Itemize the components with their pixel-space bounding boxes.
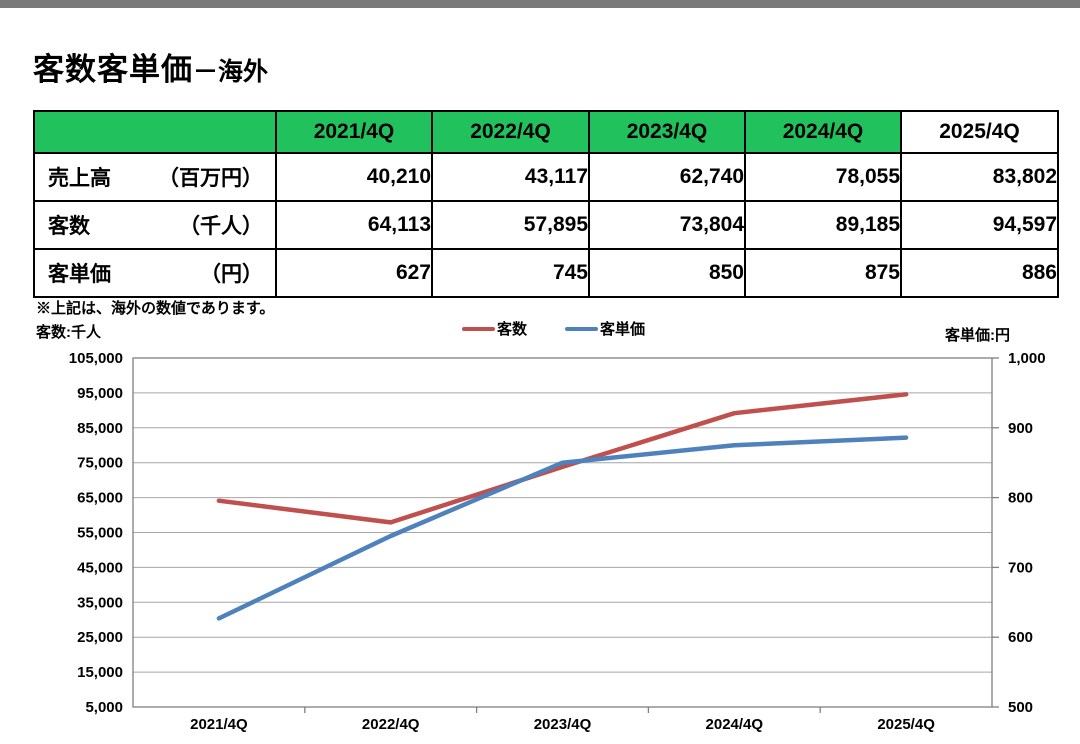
table-row-sales: 売上高 （百万円） 40,210 43,117 62,740 78,055 83… <box>33 152 1059 202</box>
right-axis-title: 客単価:円 <box>945 327 1010 344</box>
table-cell: 627 <box>275 248 433 298</box>
table-cell: 64,113 <box>275 200 433 250</box>
data-table: 2021/4Q 2022/4Q 2023/4Q 2024/4Q 2025/4Q … <box>33 110 1059 298</box>
left-axis-tick-label: 25,000 <box>77 629 123 646</box>
table-cell: 89,185 <box>744 200 902 250</box>
right-axis-tick-label: 600 <box>1008 629 1033 646</box>
page-title-main: 客数客単価 <box>33 52 193 87</box>
table-header-empty <box>33 110 277 154</box>
left-axis-tick-label: 5,000 <box>85 699 123 716</box>
left-axis-tick-label: 85,000 <box>77 420 123 437</box>
x-axis-label: 2022/4Q <box>362 716 420 733</box>
left-axis-tick-label: 75,000 <box>77 455 123 472</box>
page-title-suffix: －海外 <box>193 58 269 86</box>
right-axis-tick-label: 1,000 <box>1008 350 1046 367</box>
table-cell: 78,055 <box>744 152 902 202</box>
table-header-2023: 2023/4Q <box>588 110 746 154</box>
red-line-swatch-icon <box>462 326 495 331</box>
right-axis-tick-label: 700 <box>1008 559 1033 576</box>
row-unit-text: （円） <box>200 263 263 286</box>
right-axis-tick-label: 800 <box>1008 490 1033 507</box>
row-unit-text: （千人） <box>179 215 263 238</box>
left-axis-tick-label: 45,000 <box>77 559 123 576</box>
table-cell: 875 <box>744 248 902 298</box>
right-axis-tick-label: 500 <box>1008 699 1033 716</box>
footnote: ※上記は、海外の数値であります。 <box>36 300 275 317</box>
table-cell: 745 <box>431 248 590 298</box>
table-row-customers: 客数 （千人） 64,113 57,895 73,804 89,185 94,5… <box>33 200 1059 250</box>
table-cell: 850 <box>588 248 746 298</box>
plot-border <box>132 357 993 708</box>
table-header-2024: 2024/4Q <box>744 110 902 154</box>
left-axis-tick-label: 55,000 <box>77 525 123 542</box>
row-label-text: 客数 <box>48 215 90 238</box>
table-cell: 62,740 <box>588 152 746 202</box>
x-axis-label: 2023/4Q <box>534 716 592 733</box>
table-cell: 57,895 <box>431 200 590 250</box>
table-cell: 73,804 <box>588 200 746 250</box>
x-axis-label: 2021/4Q <box>190 716 248 733</box>
row-unit-text: （百万円） <box>158 167 263 190</box>
legend-label: 客数 <box>497 321 528 338</box>
left-axis-tick-label: 35,000 <box>77 594 123 611</box>
table-row-spend: 客単価 （円） 627 745 850 875 886 <box>33 248 1059 298</box>
page-title: 客数客単価－海外 <box>33 44 268 89</box>
table-header-row: 2021/4Q 2022/4Q 2023/4Q 2024/4Q 2025/4Q <box>33 110 1059 154</box>
row-label-customers: 客数 （千人） <box>33 200 277 250</box>
left-axis-tick-label: 95,000 <box>77 385 123 402</box>
slide-top-bar <box>0 0 1080 8</box>
blue-line-swatch-icon <box>565 326 599 331</box>
table-header-2022: 2022/4Q <box>431 110 590 154</box>
left-axis-tick-label: 105,000 <box>69 350 123 367</box>
series-line-spend <box>216 435 909 621</box>
line-chart: 5,000 15,000 25,000 35,000 45,000 55,000 65,00… <box>69 350 1046 733</box>
legend-label: 客単価 <box>600 321 646 338</box>
legend-item-spend: 客単価 <box>565 318 645 339</box>
table-cell: 40,210 <box>275 152 433 202</box>
left-axis-tick-label: 65,000 <box>77 490 123 507</box>
table-header-2021: 2021/4Q <box>275 110 433 154</box>
row-label-spend: 客単価 （円） <box>33 248 277 298</box>
x-axis-label: 2025/4Q <box>877 716 935 733</box>
right-axis-tick-label: 900 <box>1008 420 1033 437</box>
left-axis-title: 客数:千人 <box>36 324 101 341</box>
table-header-2025: 2025/4Q <box>900 110 1059 154</box>
legend-item-customers: 客数 <box>462 318 527 339</box>
table-cell: 886 <box>900 248 1059 298</box>
row-label-sales: 売上高 （百万円） <box>33 152 277 202</box>
table-cell: 94,597 <box>900 200 1059 250</box>
table-cell: 83,802 <box>900 152 1059 202</box>
x-axis-label: 2024/4Q <box>706 716 764 733</box>
row-label-text: 売上高 <box>48 167 111 190</box>
chart-legend: 客数 客単価 <box>462 318 645 339</box>
table-cell: 43,117 <box>431 152 590 202</box>
left-axis-tick-label: 15,000 <box>77 664 123 681</box>
series-line-customers <box>216 392 909 525</box>
row-label-text: 客単価 <box>48 263 111 286</box>
